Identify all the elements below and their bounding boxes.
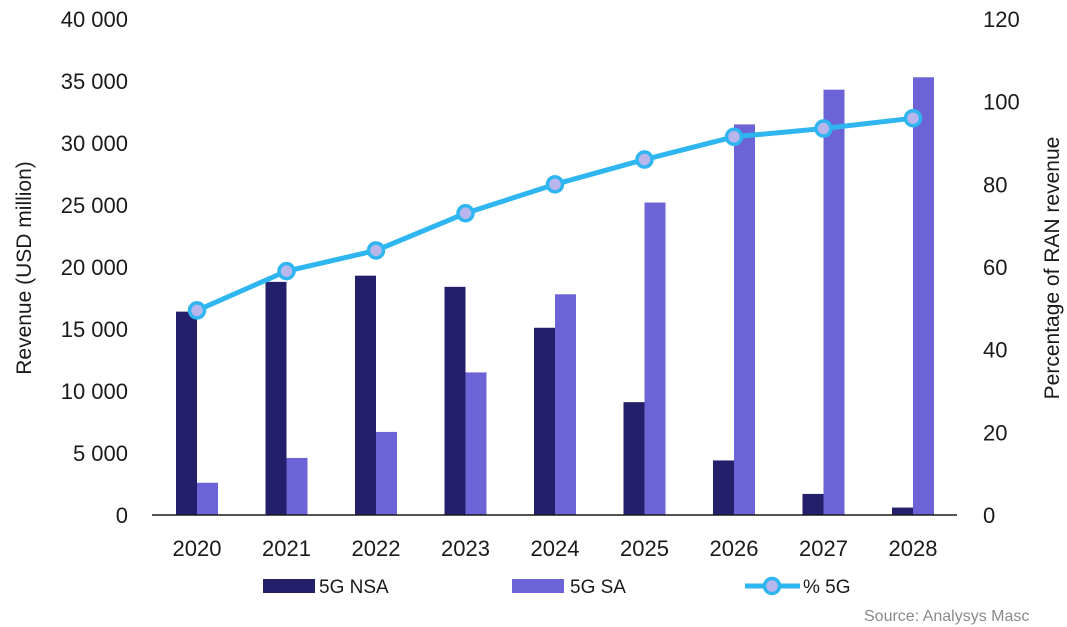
left-tick-label: 20 000: [61, 255, 128, 280]
legend-swatch-marker-5g: [762, 576, 782, 596]
left-tick-label: 35 000: [61, 69, 128, 94]
legend: 5G NSA 5G SA % 5G: [263, 576, 851, 598]
legend-swatch-5g-nsa: [263, 579, 315, 593]
bar-5g-nsa-2023: [444, 286, 466, 515]
x-tick-label: 2023: [441, 536, 490, 561]
x-axis-ticks: 2020 2021 2022 2023 2024 2025 2026 2027 2028: [173, 536, 938, 561]
bar-5g-nsa-2021: [265, 281, 287, 515]
bar-5g-nsa-2026: [713, 460, 734, 515]
x-tick-label: 2025: [620, 536, 669, 561]
bar-5g-nsa-2027: [802, 493, 824, 515]
x-tick-label: 2022: [352, 536, 401, 561]
bar-5g-sa-2021: [286, 457, 308, 515]
x-tick-label: 2020: [173, 536, 222, 561]
point-percent-5g-2023: [456, 204, 475, 223]
line-percent-5g: [194, 115, 916, 313]
left-tick-label: 15 000: [61, 317, 128, 342]
source-note: Source: Analysys Masc: [864, 608, 1029, 625]
point-percent-5g-2025: [635, 150, 654, 169]
right-tick-label: 40: [983, 338, 1007, 363]
point-percent-5g-2020: [187, 301, 207, 320]
bar-5g-sa-2023: [465, 372, 487, 515]
bar-5g-nsa-2028: [892, 507, 913, 515]
x-tick-label: 2026: [710, 536, 759, 561]
left-tick-label: 10 000: [61, 379, 128, 404]
bar-5g-sa-2028: [913, 77, 934, 515]
bar-5g-nsa-2022: [355, 275, 376, 515]
bar-5g-sa-2027: [823, 89, 845, 516]
left-tick-label: 25 000: [61, 193, 128, 218]
bar-5g-sa-2026: [734, 124, 755, 516]
bar-group: [176, 77, 934, 516]
bar-5g-sa-2022: [376, 431, 397, 515]
right-tick-label: 100: [983, 90, 1020, 115]
point-percent-5g-2021: [277, 261, 296, 281]
right-axis-ticks: 0 20 40 60 80 100 120: [983, 7, 1020, 528]
bar-5g-nsa-2024: [534, 327, 555, 515]
legend-swatch-5g-sa: [512, 579, 564, 593]
bar-5g-sa-2020: [197, 482, 218, 515]
right-tick-label: 60: [983, 255, 1007, 280]
y-axis-title-left: Revenue (USD million): [13, 161, 36, 375]
left-tick-label: 0: [116, 503, 128, 528]
point-percent-5g-2024: [545, 175, 565, 194]
point-percent-5g-2027: [814, 119, 833, 138]
left-tick-label: 30 000: [61, 131, 128, 156]
x-tick-label: 2024: [531, 536, 580, 561]
x-tick-label: 2028: [889, 536, 938, 561]
y-axis-title-right: Percentage of RAN revenue: [1041, 137, 1064, 400]
legend-label-5g-sa: 5G SA: [570, 577, 626, 598]
x-tick-label: 2027: [799, 536, 848, 561]
bar-5g-nsa-2020: [176, 311, 197, 515]
point-percent-5g-2028: [903, 108, 923, 128]
legend-label-5g: % 5G: [803, 577, 851, 598]
line-series-group: [187, 108, 923, 320]
right-tick-label: 20: [983, 420, 1007, 445]
point-percent-5g-2026: [724, 127, 744, 147]
bar-5g-sa-2024: [555, 294, 576, 515]
left-tick-label: 40 000: [61, 7, 128, 32]
bar-5g-sa-2025: [644, 202, 666, 515]
point-percent-5g-2022: [366, 241, 386, 260]
left-tick-label: 5 000: [73, 441, 128, 466]
legend-label-5g-nsa: 5G NSA: [319, 577, 389, 598]
left-axis-ticks: 0 5 000 10 000 15 000 20 000 25 000 30 000 35 0…: [61, 7, 128, 528]
right-tick-label: 120: [983, 7, 1020, 32]
right-tick-label: 0: [983, 503, 995, 528]
bar-5g-nsa-2025: [623, 402, 645, 515]
x-tick-label: 2021: [262, 536, 311, 561]
right-tick-label: 80: [983, 172, 1007, 197]
